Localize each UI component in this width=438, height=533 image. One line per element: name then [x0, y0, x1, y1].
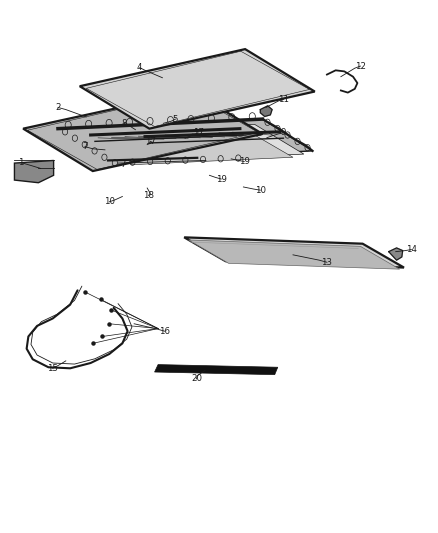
Polygon shape: [14, 160, 53, 183]
Text: 7: 7: [82, 142, 88, 151]
Text: 13: 13: [321, 258, 332, 266]
Text: 11: 11: [278, 95, 289, 104]
Text: 9: 9: [281, 128, 286, 138]
Text: 20: 20: [191, 374, 202, 383]
Text: 5: 5: [173, 115, 178, 124]
Polygon shape: [260, 106, 272, 116]
Text: 19: 19: [216, 174, 226, 183]
Text: 12: 12: [355, 62, 366, 70]
Text: 2: 2: [55, 103, 61, 112]
Text: 10: 10: [255, 185, 266, 195]
Polygon shape: [155, 365, 278, 375]
Text: 16: 16: [159, 327, 170, 336]
Polygon shape: [389, 248, 403, 260]
Text: 4: 4: [137, 63, 142, 72]
Polygon shape: [184, 237, 404, 268]
Polygon shape: [188, 240, 399, 269]
Text: 17: 17: [145, 137, 156, 146]
Text: 7: 7: [120, 160, 126, 169]
Text: 15: 15: [47, 364, 58, 373]
Polygon shape: [23, 92, 262, 171]
Polygon shape: [86, 131, 293, 165]
Text: 1: 1: [18, 158, 24, 167]
Polygon shape: [80, 49, 315, 128]
Text: 17: 17: [193, 128, 204, 138]
Text: 8: 8: [121, 119, 127, 128]
Polygon shape: [58, 119, 313, 160]
Polygon shape: [69, 124, 304, 163]
Text: 14: 14: [406, 245, 417, 254]
Text: 19: 19: [239, 157, 250, 166]
Text: 18: 18: [143, 191, 154, 200]
Text: 10: 10: [104, 197, 115, 206]
